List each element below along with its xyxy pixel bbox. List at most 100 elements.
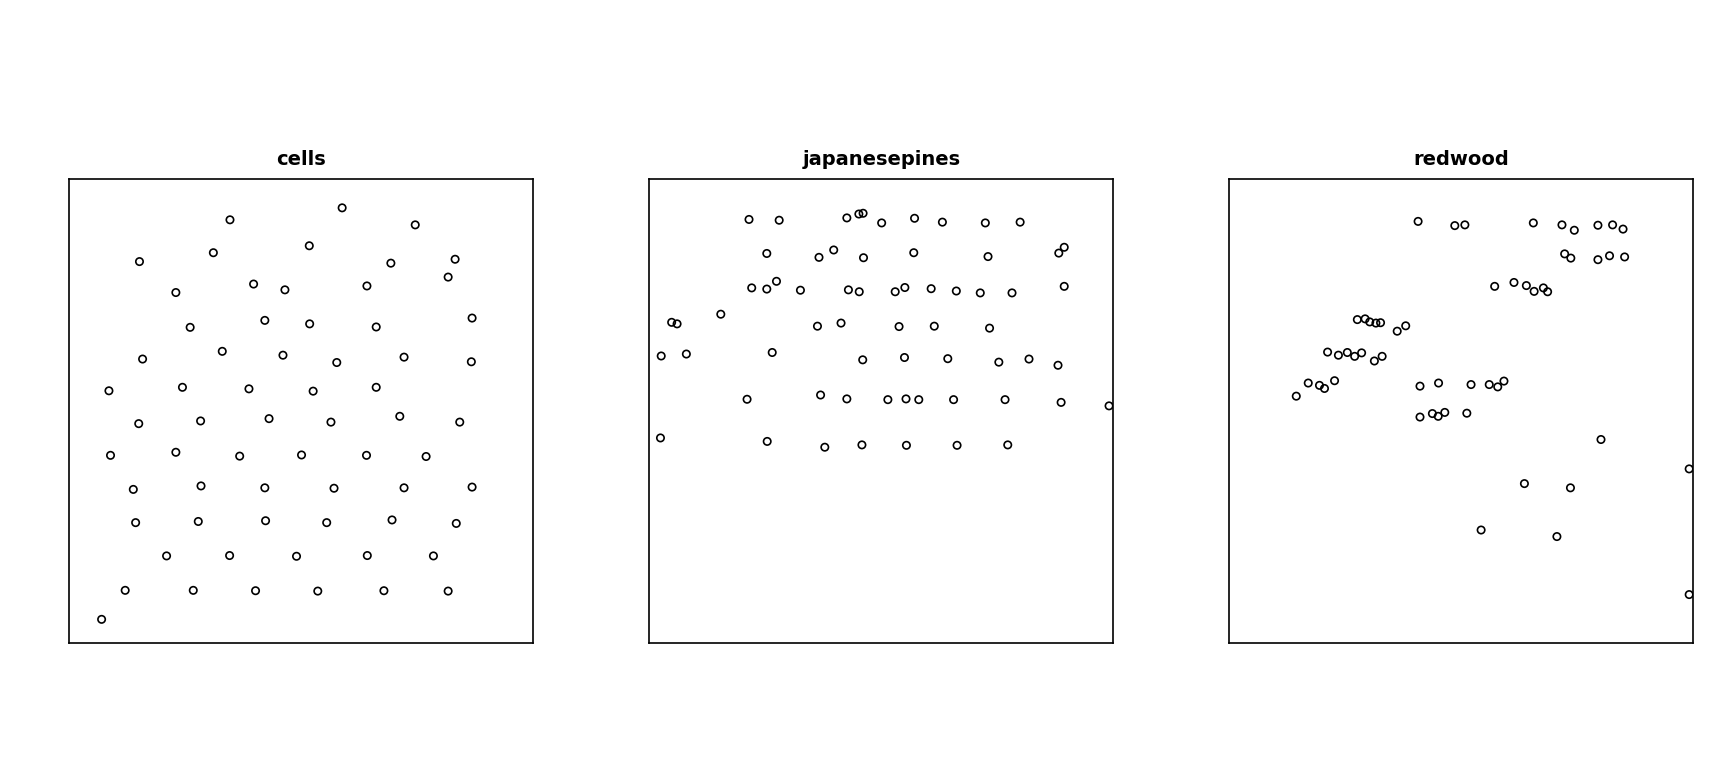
Point bbox=[176, 321, 204, 333]
Point bbox=[391, 482, 418, 494]
Point bbox=[905, 393, 933, 406]
Point bbox=[434, 271, 461, 283]
Point bbox=[1585, 219, 1612, 231]
Point bbox=[819, 243, 847, 256]
Point bbox=[328, 202, 356, 214]
Point bbox=[434, 585, 461, 598]
Point bbox=[1096, 399, 1123, 412]
Point bbox=[1510, 478, 1538, 490]
Point bbox=[833, 392, 861, 405]
Point bbox=[401, 219, 429, 231]
Point bbox=[363, 381, 391, 393]
Point bbox=[874, 393, 902, 406]
Point bbox=[893, 439, 921, 452]
Point bbox=[900, 212, 928, 224]
Point bbox=[126, 256, 154, 268]
Point bbox=[187, 480, 214, 492]
Point bbox=[759, 346, 786, 359]
Point bbox=[992, 393, 1020, 406]
Point bbox=[216, 549, 244, 561]
Point bbox=[152, 550, 180, 562]
Point bbox=[1548, 219, 1576, 231]
Point bbox=[648, 350, 676, 362]
Point bbox=[1431, 406, 1458, 419]
Point bbox=[162, 286, 190, 299]
Point bbox=[940, 393, 968, 406]
Point bbox=[1588, 433, 1616, 445]
Point bbox=[753, 247, 781, 260]
Point bbox=[1306, 379, 1334, 392]
Point bbox=[1384, 325, 1412, 337]
Point bbox=[323, 356, 351, 369]
Point bbox=[1512, 280, 1540, 292]
Point bbox=[707, 308, 734, 320]
Title: redwood: redwood bbox=[1414, 150, 1509, 169]
Point bbox=[251, 314, 278, 326]
Point bbox=[845, 286, 873, 298]
Point bbox=[1051, 280, 1078, 293]
Point bbox=[121, 517, 149, 529]
Point bbox=[185, 515, 213, 528]
Point bbox=[807, 389, 835, 401]
Point bbox=[88, 613, 116, 625]
Point bbox=[1481, 280, 1509, 293]
Point bbox=[1341, 350, 1369, 362]
Point bbox=[391, 351, 418, 363]
Point bbox=[353, 449, 380, 462]
Point bbox=[446, 416, 473, 429]
Point bbox=[252, 515, 280, 527]
Point bbox=[162, 446, 190, 458]
Point bbox=[1550, 248, 1578, 260]
Point bbox=[442, 518, 470, 530]
Point bbox=[271, 283, 299, 296]
Point bbox=[664, 318, 691, 330]
Point bbox=[1598, 219, 1626, 231]
Point bbox=[1521, 285, 1548, 297]
Point bbox=[95, 385, 123, 397]
Point bbox=[1325, 349, 1353, 361]
Point bbox=[304, 585, 332, 598]
Title: japanesepines: japanesepines bbox=[802, 150, 961, 169]
Point bbox=[378, 514, 406, 526]
Point bbox=[976, 322, 1004, 334]
Point bbox=[942, 285, 969, 297]
Point bbox=[753, 283, 781, 295]
Point bbox=[1367, 316, 1394, 329]
Point bbox=[892, 281, 919, 293]
Point bbox=[1441, 220, 1469, 232]
Point bbox=[999, 286, 1026, 299]
Point bbox=[672, 348, 700, 360]
Point bbox=[1407, 380, 1434, 392]
Point bbox=[1457, 379, 1484, 391]
Point bbox=[1045, 247, 1073, 260]
Point bbox=[1313, 346, 1341, 358]
Point bbox=[242, 584, 270, 597]
Point bbox=[130, 353, 157, 366]
Point bbox=[966, 286, 994, 299]
Point bbox=[1351, 313, 1379, 325]
Point bbox=[885, 320, 912, 333]
Point bbox=[180, 584, 207, 597]
Point bbox=[1344, 313, 1372, 326]
Point bbox=[943, 439, 971, 452]
Point bbox=[1557, 482, 1585, 494]
Point bbox=[1369, 350, 1396, 362]
Point bbox=[354, 549, 382, 561]
Point bbox=[1282, 390, 1310, 402]
Point bbox=[1676, 463, 1704, 475]
Point bbox=[1407, 411, 1434, 423]
Point bbox=[1500, 276, 1528, 289]
Point bbox=[1534, 286, 1562, 298]
Point bbox=[850, 252, 878, 264]
Point bbox=[251, 482, 278, 494]
Point bbox=[1595, 250, 1623, 262]
Point bbox=[658, 316, 686, 329]
Point bbox=[289, 449, 316, 461]
Point bbox=[985, 356, 1013, 369]
Point bbox=[890, 352, 918, 364]
Point bbox=[786, 284, 814, 296]
Point bbox=[867, 217, 895, 229]
Point bbox=[1051, 241, 1078, 253]
Point bbox=[226, 450, 254, 462]
Point bbox=[353, 280, 380, 292]
